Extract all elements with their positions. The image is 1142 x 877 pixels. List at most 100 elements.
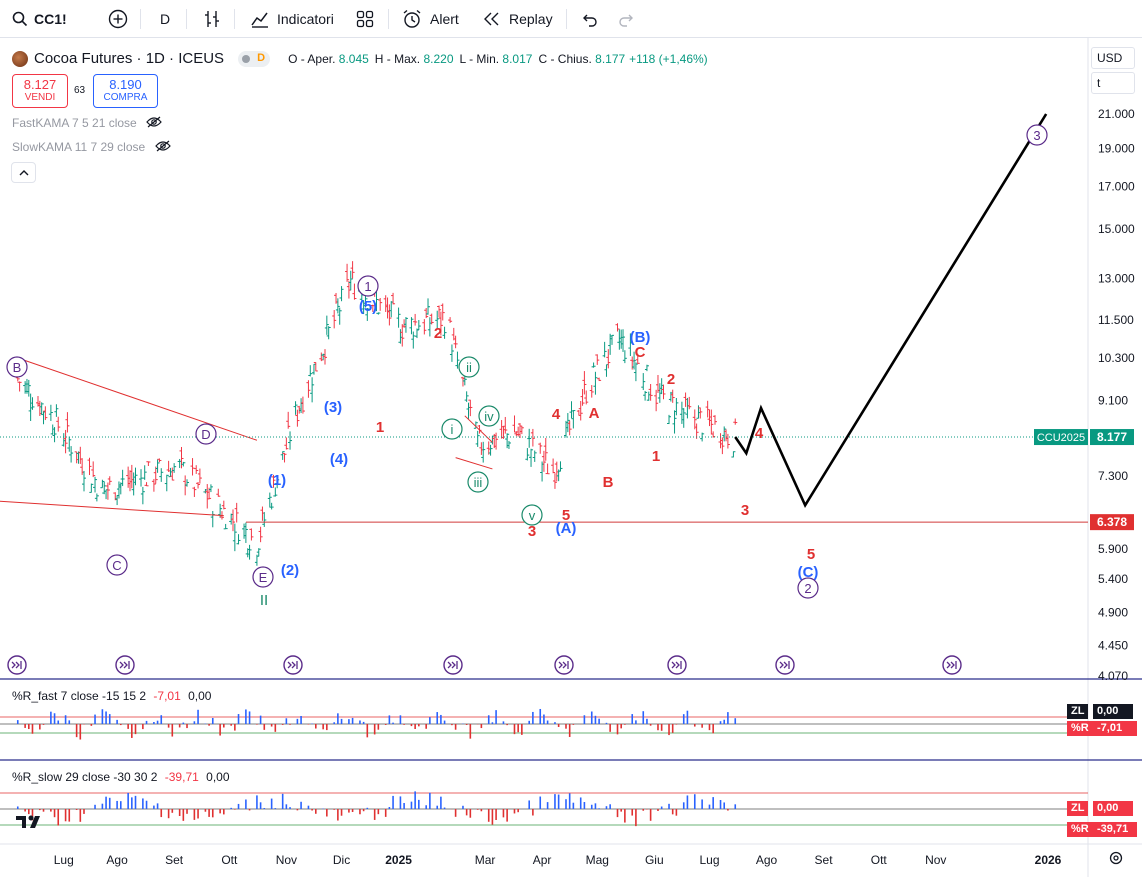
- wave-label: iii: [467, 471, 489, 493]
- symbol-legend: Cocoa Futures · 1D · ICEUS D O - Aper. 8…: [12, 50, 708, 67]
- top-toolbar: CC1! D Indicatori Alert Repl: [0, 0, 1142, 38]
- time-tick-label: Apr: [533, 853, 552, 867]
- time-tick-label: Lug: [699, 853, 719, 867]
- price-chart[interactable]: (5)1(3)(4)(1)(2)BDCEII12iiiiviiiv345(A)A…: [0, 38, 1142, 877]
- unit-selector[interactable]: t: [1091, 72, 1135, 94]
- indicators-label: Indicatori: [277, 11, 334, 27]
- timeline-marker-icon: [443, 655, 463, 675]
- wave-label-text: ii: [466, 360, 472, 375]
- symbol-label: CC1!: [34, 11, 67, 27]
- chart-type-button[interactable]: [202, 0, 222, 38]
- price-tick-label: 17.000: [1098, 179, 1135, 193]
- timeline-marker-icon: [554, 655, 574, 675]
- wave-label-text: i: [451, 422, 454, 437]
- support-price-label: 6.378: [1097, 515, 1127, 529]
- undo-button[interactable]: [580, 0, 598, 38]
- eye-hidden-icon[interactable]: [146, 116, 162, 131]
- wave-label: C: [635, 344, 646, 361]
- symbol-tag-label: CCU2025: [1037, 432, 1085, 444]
- time-tick-label: Nov: [276, 853, 297, 867]
- wave-label-text: B: [603, 474, 614, 491]
- time-tick-label: Ago: [106, 853, 128, 867]
- chevron-up-icon: [19, 164, 29, 182]
- interval-label: D: [160, 11, 171, 27]
- wave-label: 5: [562, 507, 570, 524]
- chart-area[interactable]: (5) 1 (3) (4) (1) (2) B D C E II 1 2 ii i iv iii v 3 4 5 (A) A…: [0, 38, 1142, 877]
- market-status-badge[interactable]: D: [238, 50, 271, 67]
- time-tick-label: Set: [815, 853, 834, 867]
- wave-label: (2): [281, 562, 299, 579]
- wave-label: 3: [1026, 124, 1048, 146]
- timeline-marker-icon: [7, 655, 27, 675]
- wave-label-text: 2: [667, 371, 675, 388]
- wave-label-text: (1): [268, 472, 286, 489]
- wave-label: B: [6, 356, 28, 378]
- wave-label-text: 5: [562, 507, 570, 524]
- eye-hidden-icon[interactable]: [154, 140, 171, 155]
- alert-button[interactable]: Alert: [402, 0, 459, 38]
- sell-button[interactable]: 8.127 VENDI: [12, 74, 68, 108]
- wave-label: (1): [268, 472, 286, 489]
- symbol-tag: [1034, 429, 1088, 446]
- indicators-icon: [250, 9, 270, 29]
- redo-button[interactable]: [618, 0, 636, 38]
- replay-button[interactable]: Replay: [483, 0, 553, 38]
- price-tick-label: 7.300: [1098, 469, 1128, 483]
- add-symbol-button[interactable]: [108, 0, 128, 38]
- wave-circle: [6, 356, 28, 378]
- fast-zl-tag: ZL: [1067, 704, 1089, 719]
- slow-r-tag: %R: [1067, 822, 1093, 837]
- wave-label-text: 3: [741, 502, 749, 519]
- time-tick-label: Mar: [475, 853, 496, 867]
- timeline-marker-icon: [667, 655, 687, 675]
- indicator-slowkama[interactable]: SlowKAMA 11 7 29 close: [12, 140, 171, 155]
- wave-circle: [357, 275, 379, 297]
- timeline-marker-icon: [115, 655, 135, 675]
- wave-label-text: D: [201, 427, 210, 442]
- lower-trendline: [0, 500, 224, 517]
- symbol-search[interactable]: CC1!: [12, 0, 67, 38]
- bars-icon: [202, 9, 222, 29]
- collapse-legend-button[interactable]: [11, 162, 36, 183]
- indicators-button[interactable]: Indicatori: [250, 0, 334, 38]
- price-tick-label: 10.300: [1098, 351, 1135, 365]
- wave-label: 1: [652, 448, 660, 465]
- axis-settings-button[interactable]: [1108, 850, 1124, 871]
- indicator-fastkama[interactable]: FastKAMA 7 5 21 close: [12, 116, 162, 131]
- layouts-button[interactable]: [356, 0, 374, 38]
- wave-label: 4: [755, 425, 764, 442]
- wave-label-text: (C): [798, 564, 819, 581]
- redo-icon: [618, 10, 636, 28]
- wave-label-text: 3: [528, 523, 536, 540]
- wave-label: ii: [458, 356, 480, 378]
- price-tick-label: 5.400: [1098, 572, 1128, 586]
- wave-label: E: [252, 566, 274, 588]
- interval-button[interactable]: D: [160, 0, 170, 38]
- slow-zl-value: 0,00: [1093, 801, 1133, 816]
- currency-selector[interactable]: USD: [1091, 47, 1135, 69]
- wave-label-text: (5): [359, 298, 377, 315]
- time-tick-label: 2025: [385, 853, 412, 867]
- wave-label: 3: [741, 502, 749, 519]
- wave-label-text: 1: [364, 279, 371, 294]
- wave-label: 5: [807, 546, 815, 563]
- last-price-tag: [1090, 429, 1134, 446]
- wave-label: (4): [330, 451, 348, 468]
- wave-label-text: II: [260, 592, 268, 609]
- ohlc-low: L - Min. 8.017: [459, 51, 533, 66]
- ohlc-open: O - Aper. 8.045: [288, 51, 369, 66]
- time-tick-label: Ott: [871, 853, 888, 867]
- wave-label: D: [195, 423, 217, 445]
- wave-circle: [1026, 124, 1048, 146]
- timeline-marker-icon: [283, 655, 303, 675]
- wave-label: A: [589, 405, 600, 422]
- buy-button[interactable]: 8.190 COMPRA: [93, 74, 158, 108]
- wave-label-text: (B): [630, 329, 651, 346]
- wave-circle: [106, 554, 128, 576]
- tradingview-logo[interactable]: [16, 814, 46, 835]
- wave-label: (5): [359, 298, 377, 315]
- wave-label: 3: [528, 523, 536, 540]
- wave-label-text: 2: [804, 581, 811, 596]
- support-price-tag: [1090, 514, 1134, 531]
- wave-label-text: 3: [1033, 128, 1040, 143]
